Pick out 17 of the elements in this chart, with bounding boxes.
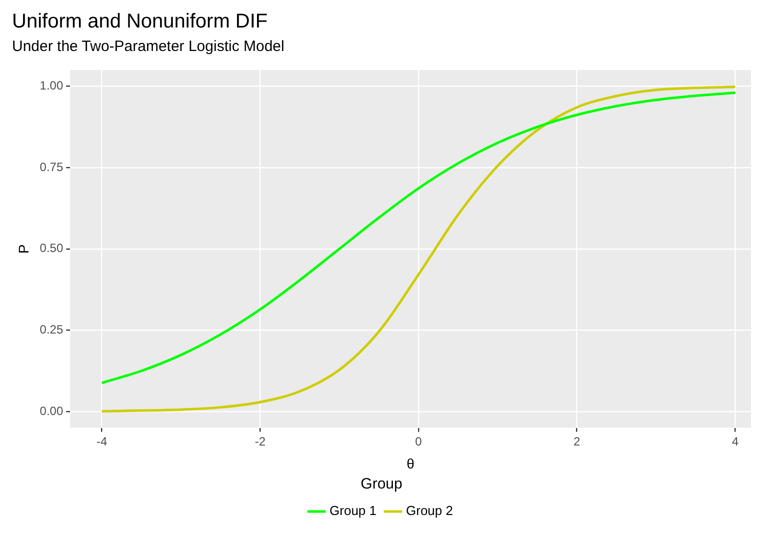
chart-subtitle: Under the Two-Parameter Logistic Model: [12, 38, 284, 56]
x-axis-title: θ: [406, 455, 415, 472]
y-tick-label: 0.75: [40, 160, 64, 174]
y-tick-label: 0.50: [40, 241, 64, 256]
y-axis-title: P: [15, 244, 32, 254]
chart-title: Uniform and Nonuniform DIF: [12, 10, 268, 33]
x-tick-label: 2: [573, 434, 580, 448]
legend-title: Group: [360, 476, 402, 493]
x-tick-label: -4: [96, 434, 108, 448]
x-tick-label: 4: [732, 434, 739, 448]
legend-label: Group 1: [330, 503, 377, 518]
y-tick-label: 1.00: [40, 78, 64, 93]
x-tick-label: -2: [254, 434, 266, 448]
y-tick-label: 0.25: [40, 322, 64, 337]
y-tick-label: 0.00: [40, 404, 64, 418]
legend-label: Group 2: [406, 503, 453, 518]
x-tick-label: 0: [415, 434, 422, 448]
